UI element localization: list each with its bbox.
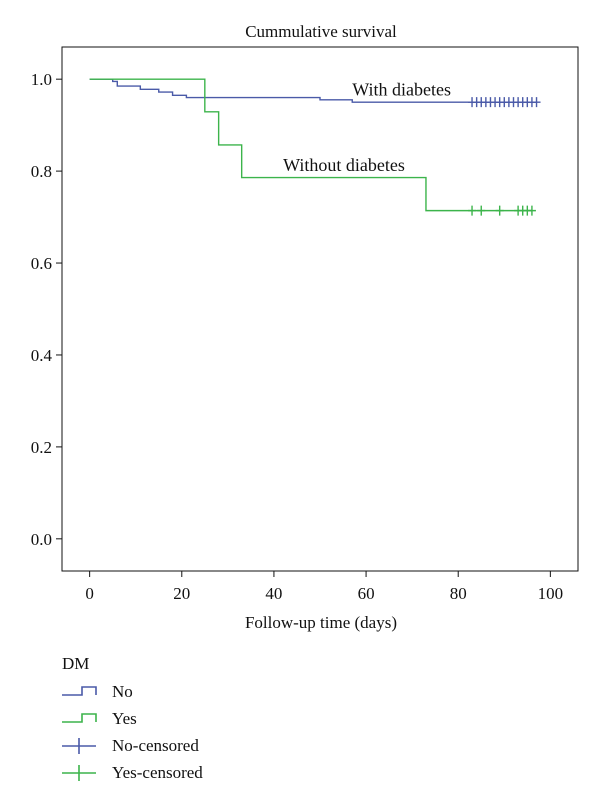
y-tick-label: 1.0 xyxy=(31,70,52,89)
cross-icon xyxy=(62,764,96,781)
censor-mark-no xyxy=(532,97,541,108)
series-line-no xyxy=(89,78,537,103)
legend-title: DM xyxy=(62,654,90,673)
x-tick-label: 0 xyxy=(85,584,94,603)
y-tick-label: 0.6 xyxy=(31,254,52,273)
step-line-icon xyxy=(62,712,97,723)
survival-chart: Cummulative survival 0 20 40 60 80 1000.00.20… xyxy=(31,22,579,632)
series-line-yes xyxy=(89,78,532,212)
annotation-label: With diabetes xyxy=(352,79,451,99)
x-tick-label: 80 xyxy=(450,584,467,603)
annotation-label: Without diabetes xyxy=(283,155,405,175)
plot-area xyxy=(61,46,579,572)
y-tick-label: 0.2 xyxy=(31,438,52,457)
x-tick-label: 40 xyxy=(265,584,282,603)
legend-label-no: No xyxy=(112,681,133,701)
cross-icon xyxy=(62,737,96,754)
legend-label-yes: Yes xyxy=(112,708,137,728)
x-tick-label: 60 xyxy=(358,584,375,603)
legend-label-no-censored: No-censored xyxy=(112,735,199,755)
censor-mark-yes xyxy=(495,205,504,216)
x-axis-label: Follow-up time (days) xyxy=(245,613,397,632)
chart-title: Cummulative survival xyxy=(245,22,397,41)
y-tick-label: 0.8 xyxy=(31,162,52,181)
legend-item-yes: Yes xyxy=(62,705,203,732)
axes: 0 20 40 60 80 100 0.0 0.2 0.4 0.6 0.8 1.0 xyxy=(31,70,563,603)
legend-item-yes-censored: Yes-censored xyxy=(62,759,203,786)
censor-mark-yes xyxy=(527,205,536,216)
y-tick-label: 0.4 xyxy=(31,346,53,365)
annotation-layer: With diabetes Without diabetes xyxy=(283,79,451,175)
series-layer xyxy=(89,78,541,216)
legend-item-no-censored: No-censored xyxy=(62,732,203,759)
censor-mark-yes xyxy=(468,205,477,216)
legend-item-no: No xyxy=(62,678,203,705)
legend-label-yes-censored: Yes-censored xyxy=(112,762,203,782)
y-tick-label: 0.0 xyxy=(31,530,52,549)
x-tick-label: 100 xyxy=(538,584,564,603)
censor-mark-yes xyxy=(477,205,486,216)
x-tick-label: 20 xyxy=(173,584,190,603)
legend: DM No Yes No-censored Yes-censored xyxy=(62,654,203,786)
step-line-icon xyxy=(62,685,97,696)
